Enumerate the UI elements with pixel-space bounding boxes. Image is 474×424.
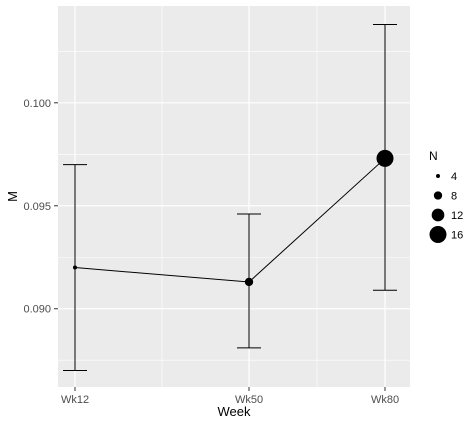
- plot-panel: [58, 6, 410, 387]
- x-axis: Wk12 Wk50 Wk80: [61, 387, 399, 406]
- y-tick-label: 0.095: [23, 201, 51, 213]
- point-wk12: [73, 265, 77, 270]
- legend-label-12: 12: [451, 210, 463, 222]
- legend-point-12: [431, 208, 445, 222]
- grid-minor: [58, 6, 410, 387]
- point-wk50: [244, 277, 254, 287]
- point-wk80: [376, 149, 394, 167]
- y-axis: 0.090 0.095 0.100: [23, 98, 58, 316]
- y-tick-label: 0.090: [23, 304, 51, 316]
- legend-label-16: 16: [451, 230, 463, 242]
- legend: N 4 8 12 16: [429, 149, 463, 244]
- y-axis-title: M: [5, 191, 20, 202]
- y-tick-label: 0.100: [23, 98, 51, 110]
- legend-point-4: [436, 174, 440, 178]
- legend-point-16: [429, 226, 447, 243]
- legend-label-8: 8: [451, 191, 457, 203]
- legend-label-4: 4: [451, 171, 457, 183]
- x-tick-label: Wk12: [61, 394, 89, 406]
- x-axis-title: Week: [218, 404, 251, 419]
- legend-point-8: [433, 191, 443, 200]
- data-points: [73, 149, 394, 287]
- legend-title: N: [429, 149, 438, 163]
- x-tick-label: Wk80: [371, 394, 399, 406]
- x-tick-label: Wk50: [235, 394, 263, 406]
